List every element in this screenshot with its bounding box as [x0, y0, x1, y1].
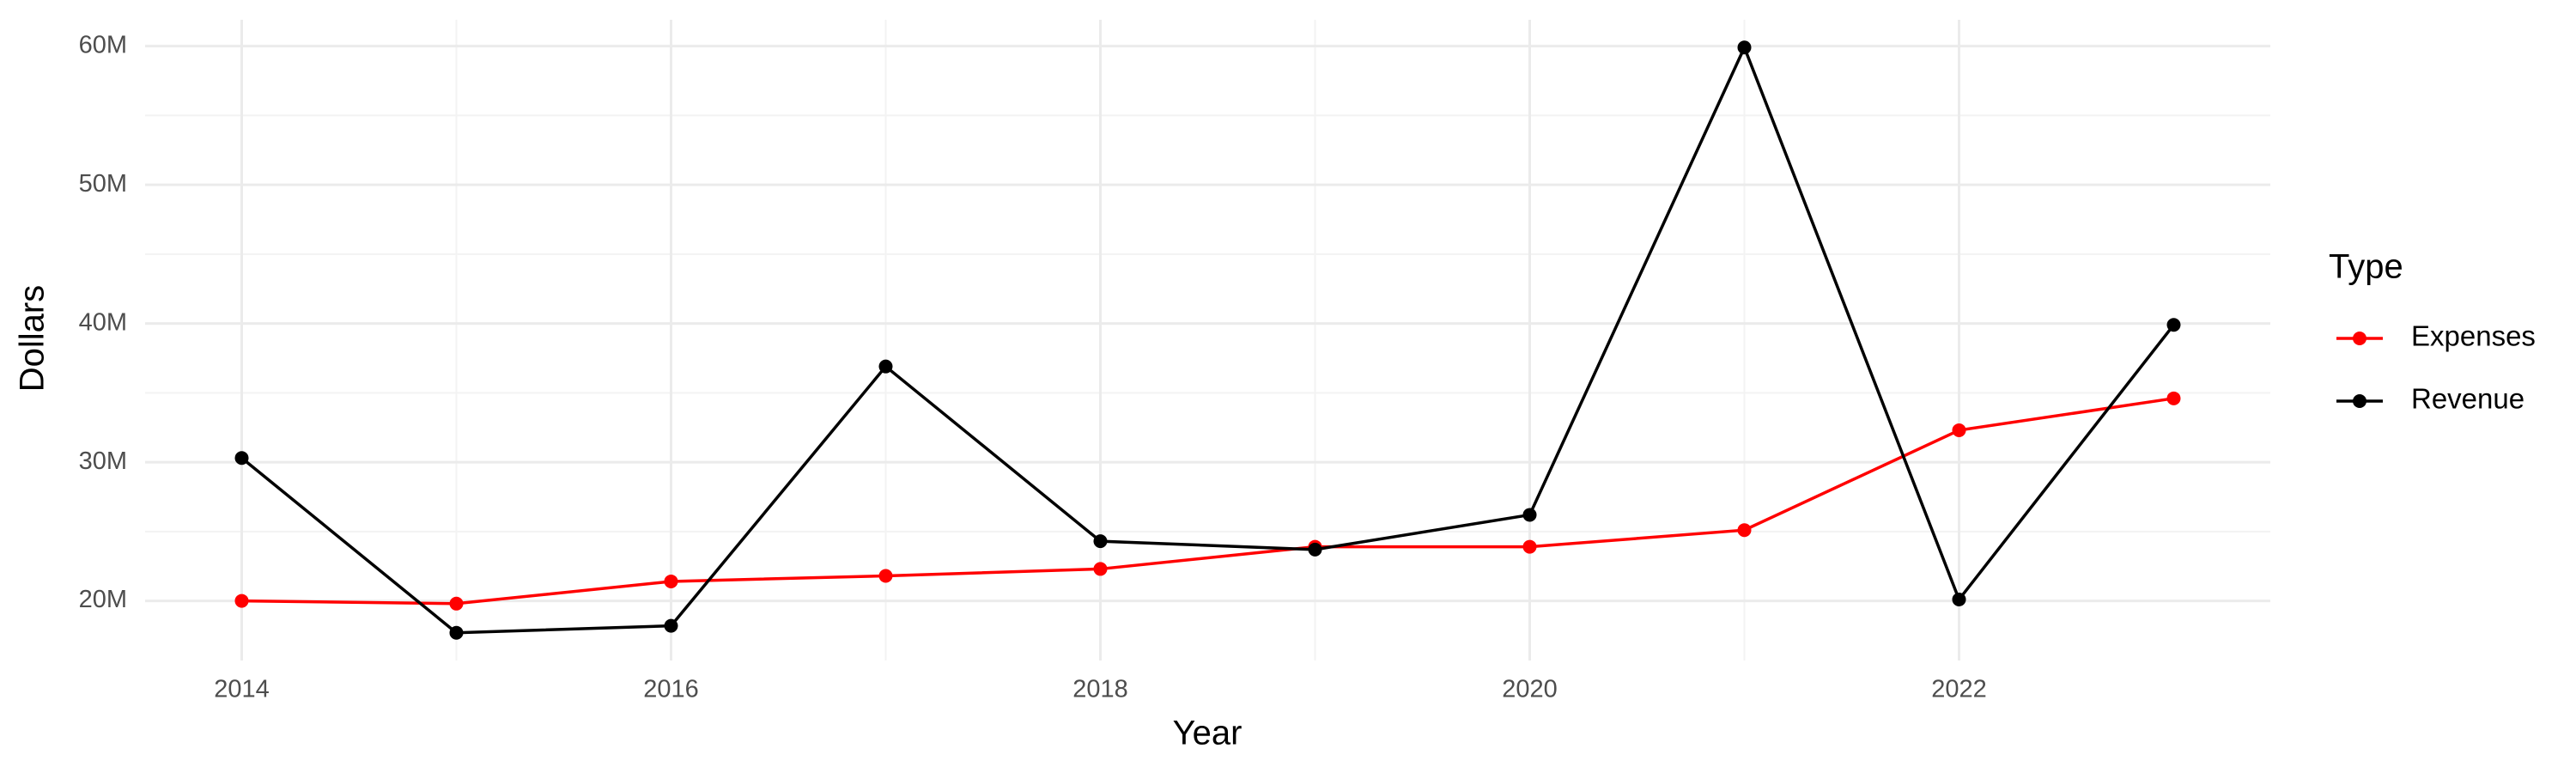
data-point: [1952, 423, 1966, 437]
y-axis-title: Dollars: [14, 285, 52, 392]
legend-label: Revenue: [2411, 383, 2524, 415]
data-point: [1522, 508, 1537, 522]
data-point: [234, 451, 249, 466]
x-axis-title: Year: [1173, 715, 1242, 752]
y-tick-label: 30M: [79, 447, 127, 475]
x-tick-label: 2020: [1502, 676, 1558, 703]
series-line: [240, 43, 2175, 635]
legend-marker: [2353, 332, 2366, 345]
y-tick-label: 20M: [79, 586, 127, 613]
data-point: [1308, 542, 1322, 557]
data-point: [878, 569, 893, 583]
y-tick-label: 40M: [79, 308, 127, 336]
x-tick-label: 2014: [214, 676, 270, 703]
data-point: [1522, 539, 1537, 554]
y-tick-label: 60M: [79, 31, 127, 58]
data-point: [1737, 523, 1752, 538]
x-tick-label: 2018: [1072, 676, 1128, 703]
data-point: [2166, 391, 2181, 405]
data-point: [2166, 318, 2181, 332]
data-point: [234, 593, 249, 608]
data-point: [1093, 534, 1108, 549]
data-point: [1093, 562, 1108, 576]
x-tick-label: 2016: [643, 676, 699, 703]
data-point: [1737, 40, 1752, 55]
data-point: [1952, 592, 1966, 606]
data-point: [449, 596, 464, 611]
legend-marker: [2353, 394, 2366, 408]
legend-title: Type: [2329, 248, 2403, 286]
series-line: [241, 397, 2174, 606]
data-point: [878, 359, 893, 374]
legend-label: Expenses: [2411, 320, 2536, 352]
x-tick-label: 2022: [1931, 676, 1987, 703]
data-point: [449, 625, 464, 640]
data-point: [664, 618, 678, 633]
data-point: [664, 574, 678, 588]
y-tick-label: 50M: [79, 170, 127, 198]
